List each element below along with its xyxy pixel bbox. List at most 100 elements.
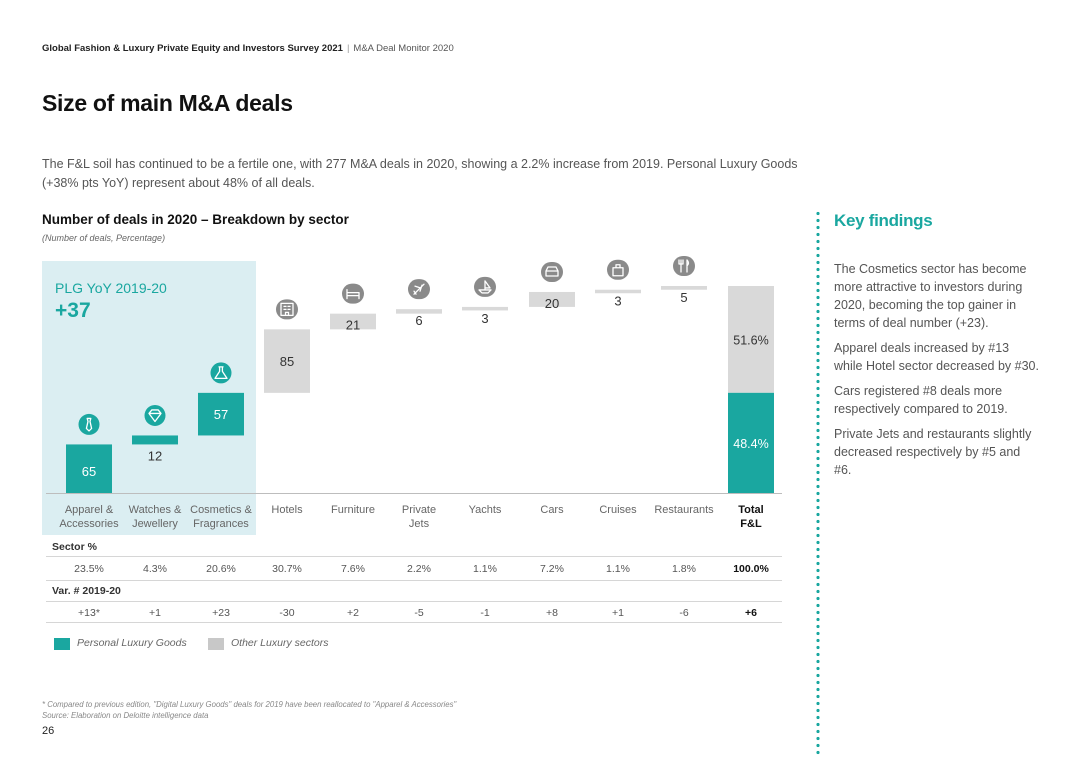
icon-badge bbox=[78, 413, 100, 435]
x-tick-label: Apparel & bbox=[65, 504, 114, 516]
x-tick-label: Watches & bbox=[129, 504, 182, 516]
total-other-label: 51.6% bbox=[733, 333, 768, 347]
report-header: Global Fashion & Luxury Private Equity a… bbox=[42, 43, 454, 54]
table-cell: +1 bbox=[612, 607, 624, 619]
dotted-divider bbox=[816, 210, 820, 755]
x-tick-label: F&L bbox=[740, 518, 762, 530]
x-tick-label: Jets bbox=[409, 518, 430, 530]
table-cell: +6 bbox=[745, 607, 757, 619]
diamond-icon bbox=[148, 409, 162, 423]
bar-cars bbox=[529, 291, 575, 307]
table-cell: -1 bbox=[480, 607, 490, 619]
bar-cruises bbox=[595, 289, 641, 294]
chart-subtitle: (Number of deals, Percentage) bbox=[42, 233, 166, 243]
icon-badge bbox=[673, 256, 695, 276]
x-tick-label: Furniture bbox=[331, 504, 375, 516]
plg-yoy-label: PLG YoY 2019-20 bbox=[55, 280, 167, 296]
x-tick-label: Cosmetics & bbox=[190, 504, 252, 516]
table-cell: +1 bbox=[149, 607, 161, 619]
table-cell: +13* bbox=[78, 607, 100, 619]
table-rule bbox=[46, 580, 782, 581]
bar-hotels bbox=[264, 329, 310, 393]
x-tick-label: Hotels bbox=[271, 504, 303, 516]
data-label: 6 bbox=[415, 313, 422, 328]
page-number: 26 bbox=[42, 725, 55, 737]
bar-furniture bbox=[330, 313, 376, 330]
legend-label-other: Other Luxury sectors bbox=[231, 637, 329, 649]
page-title: Size of main M&A deals bbox=[42, 90, 293, 116]
key-findings-list: The Cosmetics sector has become more att… bbox=[834, 260, 1039, 486]
key-findings-title: Key findings bbox=[834, 211, 933, 230]
icon-badge bbox=[210, 362, 232, 384]
total-bar-plg bbox=[728, 392, 774, 493]
total-plg-label: 48.4% bbox=[733, 437, 768, 451]
x-tick-label: Restaurants bbox=[654, 504, 714, 516]
x-tick-label: Yachts bbox=[469, 504, 502, 516]
report-name: Global Fashion & Luxury Private Equity a… bbox=[42, 43, 343, 54]
flask-icon bbox=[214, 366, 228, 380]
x-tick-label: Accessories bbox=[59, 518, 119, 530]
total-bar-other bbox=[728, 286, 774, 393]
key-finding: Private Jets and restaurants slightly de… bbox=[834, 427, 1032, 477]
table-cell: 1.8% bbox=[672, 563, 696, 575]
data-label: 65 bbox=[82, 464, 96, 479]
table-cell: 4.3% bbox=[143, 563, 167, 575]
x-tick-label: Cars bbox=[540, 504, 564, 516]
x-tick-label: Private bbox=[402, 504, 436, 516]
legend-swatch-other bbox=[208, 638, 224, 650]
table-rule bbox=[46, 556, 782, 557]
intro-text: The F&L soil has continued to be a ferti… bbox=[42, 157, 798, 190]
icon-badge bbox=[607, 259, 629, 280]
var-header: Var. # 2019-20 bbox=[52, 585, 121, 597]
bar-restaurants bbox=[661, 286, 707, 290]
table-cell: -30 bbox=[279, 607, 295, 619]
footnote: * Compared to previous edition, "Digital… bbox=[42, 700, 457, 709]
table-cell: +23 bbox=[212, 607, 230, 619]
icon-badge bbox=[276, 299, 298, 320]
chart-title: Number of deals in 2020 – Breakdown by s… bbox=[42, 212, 349, 227]
x-tick-label: Total bbox=[738, 504, 763, 516]
data-label: 21 bbox=[346, 318, 360, 333]
data-label: 57 bbox=[214, 407, 228, 422]
table-cell: 20.6% bbox=[206, 563, 236, 575]
table-rule bbox=[46, 601, 782, 602]
table-cell: -5 bbox=[414, 607, 424, 619]
icon-badge bbox=[144, 404, 166, 426]
report-section: M&A Deal Monitor 2020 bbox=[353, 43, 454, 54]
car-icon bbox=[545, 266, 559, 277]
bar-watches-jewellery bbox=[132, 435, 178, 445]
data-label: 3 bbox=[481, 311, 488, 326]
key-finding: Cars registered #8 deals more respective… bbox=[834, 384, 1008, 416]
data-label: 20 bbox=[545, 296, 559, 311]
icon-badge bbox=[342, 283, 364, 304]
data-label: 12 bbox=[148, 448, 162, 463]
data-label: 85 bbox=[280, 354, 294, 369]
bar-apparel-accessories bbox=[66, 444, 112, 493]
hotel-icon bbox=[280, 302, 294, 316]
table-cell: 1.1% bbox=[473, 563, 497, 575]
bar-private-jets bbox=[396, 309, 442, 314]
cutlery-icon bbox=[678, 259, 690, 273]
boat-icon bbox=[478, 280, 492, 294]
bar-yachts bbox=[462, 306, 508, 311]
key-finding: Apparel deals increased by #13 while Hot… bbox=[834, 341, 1039, 373]
x-tick-label: Jewellery bbox=[132, 518, 178, 530]
table-cell: -6 bbox=[679, 607, 689, 619]
table-rule bbox=[46, 622, 782, 623]
x-tick-label: Cruises bbox=[599, 504, 637, 516]
header-separator: | bbox=[346, 43, 350, 54]
bar-cosmetics-fragrances bbox=[198, 392, 244, 436]
legend-label-plg: Personal Luxury Goods bbox=[77, 637, 187, 649]
table-cell: 30.7% bbox=[272, 563, 302, 575]
plane-icon bbox=[413, 283, 425, 295]
table-cell: 2.2% bbox=[407, 563, 431, 575]
plg-yoy-value: +37 bbox=[55, 299, 91, 322]
table-cell: 100.0% bbox=[733, 563, 769, 575]
key-finding: The Cosmetics sector has become more att… bbox=[834, 262, 1027, 330]
data-label: 3 bbox=[614, 294, 621, 309]
data-label: 5 bbox=[680, 290, 687, 305]
table-cell: 23.5% bbox=[74, 563, 104, 575]
bed-icon bbox=[346, 288, 360, 300]
luggage-icon bbox=[612, 264, 624, 277]
table-cell: +2 bbox=[347, 607, 359, 619]
